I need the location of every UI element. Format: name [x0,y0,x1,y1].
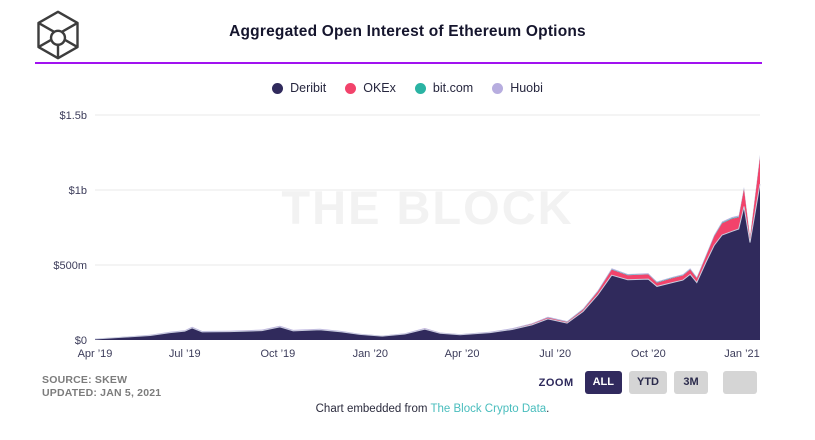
embed-link[interactable]: The Block Crypto Data [430,403,547,415]
page-title: Aggregated Open Interest of Ethereum Opt… [229,23,586,40]
x-axis-labels: Apr ’19 Jul ’19 Oct ’19 Jan ’20 Apr ’20 Jul ’… [78,348,760,360]
x-tick-label: Jul ’19 [169,348,201,360]
embed-prefix: Chart embedded from [315,403,431,415]
deribit-dot-icon [272,82,284,94]
x-tick-label: Apr ’20 [445,348,480,360]
legend-item-deribit[interactable]: Deribit [272,81,326,95]
cube-icon [37,10,79,60]
bitcom-dot-icon [414,82,426,94]
zoom-button-ytd[interactable]: YTD [629,371,667,394]
legend-label: bit.com [432,81,474,95]
okex-dot-icon [345,82,357,94]
zoom-label: ZOOM [538,376,574,389]
area-deribit[interactable] [95,184,760,340]
source-note: SOURCE: SKEW UPDATED: JAN 5, 2021 [42,374,161,400]
legend-label: OKEx [363,81,396,95]
x-tick-label: Jan ’20 [353,348,388,360]
legend-item-okex[interactable]: OKEx [345,81,396,95]
zoom-button-blank[interactable] [723,371,757,394]
header-divider [35,62,762,64]
x-tick-label: Jan ’21 [724,348,759,360]
legend: Deribit OKEx bit.com Huobi [0,81,815,95]
gridlines [95,114,760,266]
legend-label: Huobi [510,81,543,95]
source-line: SOURCE: SKEW [42,374,128,386]
x-tick-label: Apr ’19 [78,348,113,360]
zoom-button-3m[interactable]: 3M [674,371,708,394]
legend-label: Deribit [290,81,327,95]
embed-suffix: . [546,403,550,415]
zoom-controls: ZOOM ALL YTD 3M [539,371,757,394]
zoom-button-all[interactable]: ALL [584,371,622,394]
x-tick-label: Jul ’20 [539,348,571,360]
y-axis-labels: $0 $500m $1b $1.5b [53,110,87,347]
the-block-logo[interactable] [33,9,83,61]
x-tick-label: Oct ’19 [260,348,295,360]
huobi-dot-icon [492,82,504,94]
y-tick-label: $500m [53,260,87,272]
chart-areas[interactable] [94,154,761,340]
y-tick-label: $0 [75,335,87,347]
legend-item-huobi[interactable]: Huobi [492,81,543,95]
legend-item-bitcom[interactable]: bit.com [414,81,474,95]
x-tick-label: Oct ’20 [631,348,666,360]
series-edge-line [94,183,761,340]
y-tick-label: $1.5b [59,110,87,122]
updated-line: UPDATED: JAN 5, 2021 [42,387,162,399]
embed-note: Chart embedded from The Block Crypto Dat… [25,403,815,415]
y-tick-label: $1b [69,185,87,197]
